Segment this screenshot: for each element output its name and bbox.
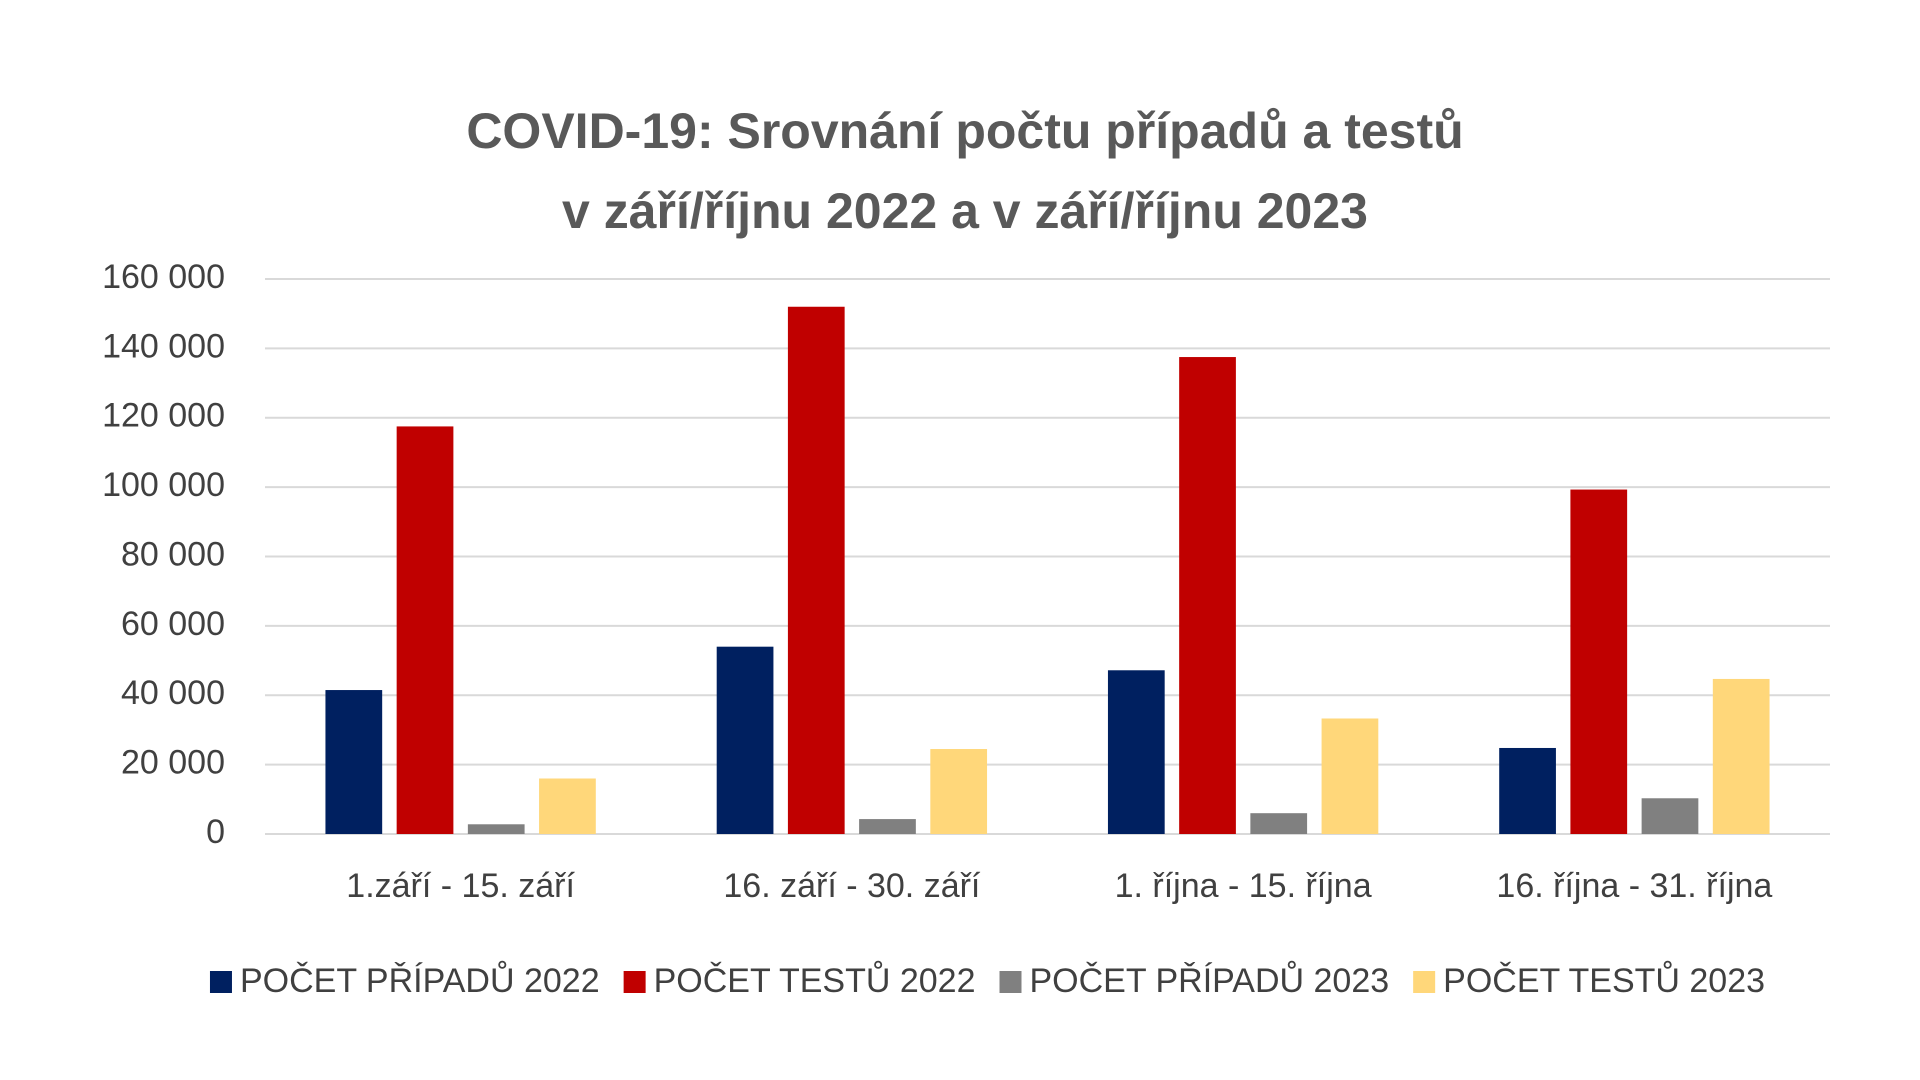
x-tick-label: 1. října - 15. října: [1115, 867, 1372, 905]
bar: [1107, 670, 1165, 834]
legend-swatch: [999, 971, 1022, 993]
bar: [1179, 357, 1236, 834]
bar: [716, 646, 774, 834]
chart-title: v září/říjnu 2022 a v září/říjnu 2023: [562, 183, 1368, 239]
legend-label: POČET PŘÍPADŮ 2022: [240, 961, 600, 1000]
legend-swatch: [209, 971, 232, 993]
bar: [1250, 813, 1308, 834]
bar: [859, 819, 916, 834]
y-tick-label: 0: [206, 813, 225, 851]
bar: [467, 824, 525, 834]
legend-swatch: [1413, 971, 1436, 993]
y-tick-label: 60 000: [121, 605, 225, 643]
y-tick-label: 140 000: [102, 327, 225, 365]
bar: [1499, 747, 1556, 834]
bar: [1641, 798, 1699, 834]
bar: [325, 690, 383, 834]
bar: [787, 306, 845, 834]
legend-label: POČET TESTŮ 2023: [1443, 961, 1765, 1000]
bar: [1570, 489, 1628, 834]
chart-title: COVID-19: Srovnání počtu případů a testů: [466, 103, 1463, 159]
legend-swatch: [623, 971, 646, 993]
y-tick-label: 20 000: [121, 744, 225, 782]
bar: [1712, 678, 1770, 834]
bar: [930, 749, 988, 834]
bar: [539, 778, 596, 834]
y-tick-label: 100 000: [102, 466, 225, 504]
y-tick-label: 120 000: [102, 397, 225, 435]
legend-label: POČET TESTŮ 2022: [654, 961, 976, 1000]
bar: [396, 426, 454, 834]
y-tick-label: 40 000: [121, 674, 225, 712]
y-tick-label: 80 000: [121, 535, 225, 573]
y-tick-label: 160 000: [102, 258, 225, 296]
x-tick-label: 16. října - 31. října: [1496, 867, 1772, 905]
x-tick-label: 16. září - 30. září: [723, 867, 981, 905]
legend-label: POČET PŘÍPADŮ 2023: [1030, 961, 1390, 1000]
bar: [1321, 718, 1379, 834]
x-tick-label: 1.září - 15. září: [346, 867, 575, 905]
